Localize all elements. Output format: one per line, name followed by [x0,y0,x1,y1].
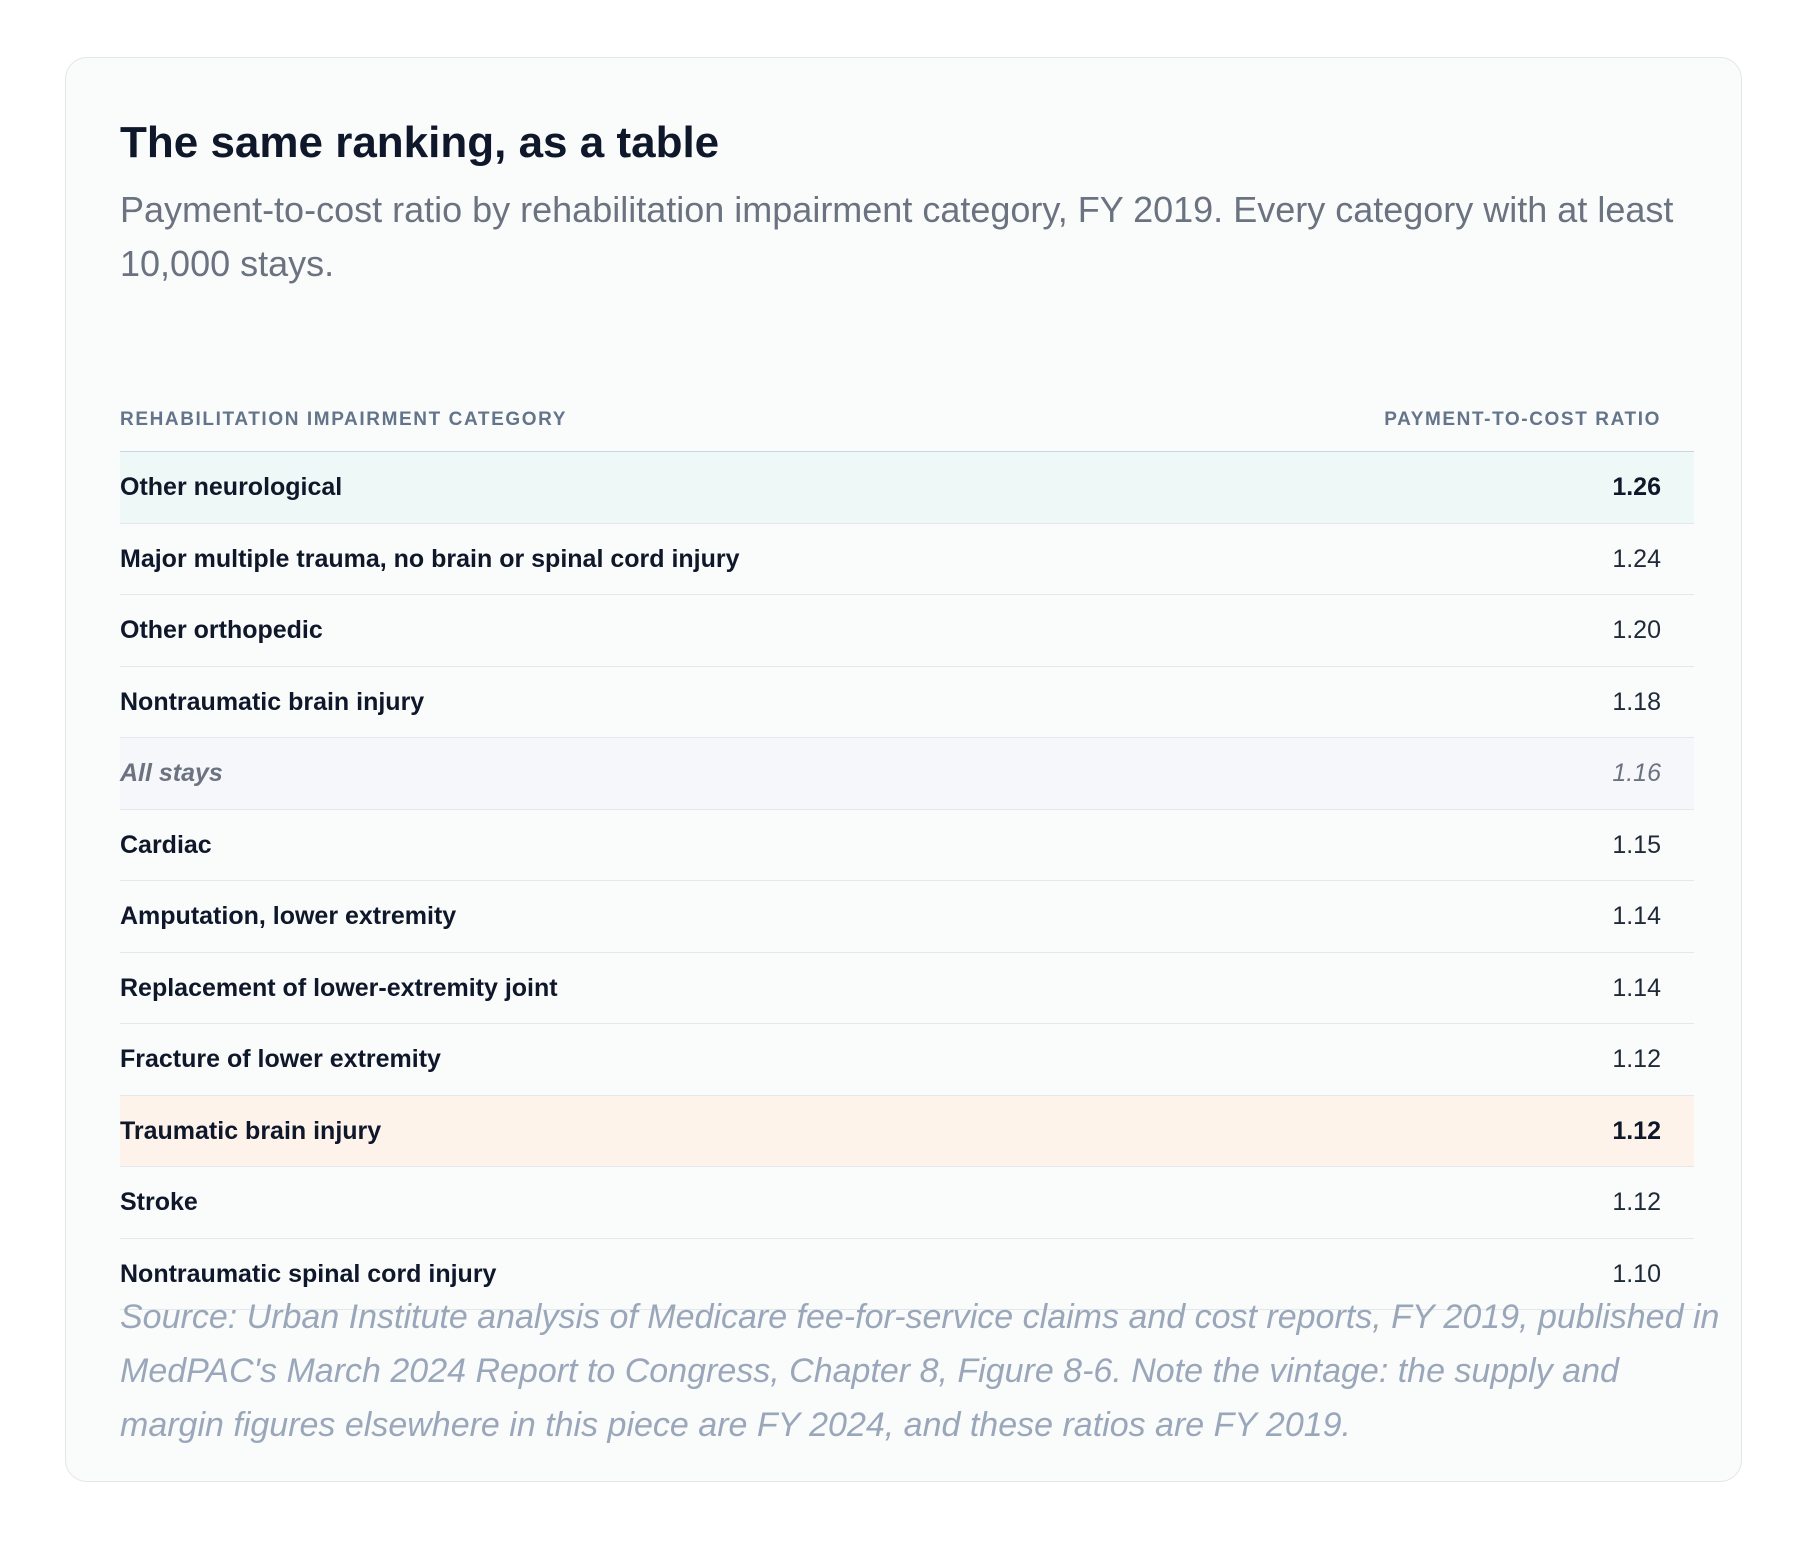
ratio-table: Rehabilitation impairment category Payme… [120,384,1694,1310]
row-ratio: 1.14 [1612,973,1661,1002]
row-ratio: 1.18 [1612,687,1661,716]
table-row: Stroke 1.12 [120,1167,1694,1239]
row-category: Replacement of lower-extremity joint [120,973,558,1002]
row-category: Nontraumatic brain injury [120,687,425,716]
table-row: Nontraumatic spinal cord injury 1.10 [120,1239,1694,1310]
row-category: All stays [120,759,223,787]
table-row-highlighted: Traumatic brain injury 1.12 [120,1095,1694,1167]
row-category: Major multiple trauma, no brain or spina… [120,544,740,573]
table-row: Replacement of lower-extremity joint 1.1… [120,953,1694,1024]
table-row: Cardiac 1.15 [120,810,1694,881]
row-ratio: 1.26 [1612,473,1661,501]
table-card: The same ranking, as a table Payment-to-… [65,57,1742,1482]
row-ratio: 1.14 [1612,902,1661,930]
row-category: Traumatic brain injury [120,1116,382,1145]
table-row: Major multiple trauma, no brain or spina… [120,524,1694,595]
row-category: Cardiac [120,830,212,859]
row-ratio: 1.15 [1612,830,1661,859]
row-ratio: 1.12 [1612,1116,1661,1145]
table-row: Other neurological 1.26 [120,452,1694,524]
table-row-average: All stays 1.16 [120,738,1694,810]
header-ratio: Payment-to-cost ratio [1384,409,1661,430]
table-row: Amputation, lower extremity 1.14 [120,881,1694,953]
row-category: Fracture of lower extremity [120,1045,441,1073]
row-category: Nontraumatic spinal cord injury [120,1259,497,1288]
table-row: Fracture of lower extremity 1.12 [120,1024,1694,1096]
card-subtitle: Payment-to-cost ratio by rehabilitation … [120,189,1674,284]
card-title: The same ranking, as a table [120,118,720,167]
header-category: Rehabilitation impairment category [120,409,568,430]
row-category: Other neurological [120,473,343,501]
table-row: Nontraumatic brain injury 1.18 [120,667,1694,738]
row-ratio: 1.24 [1612,544,1661,573]
row-ratio: 1.10 [1612,1259,1661,1288]
row-ratio: 1.12 [1612,1045,1661,1073]
source-note: Source: Urban Institute analysis of Medi… [120,1298,1720,1444]
row-category: Stroke [120,1188,198,1216]
row-category: Amputation, lower extremity [120,902,457,930]
row-ratio: 1.12 [1612,1188,1661,1216]
row-ratio: 1.20 [1612,616,1661,644]
row-category: Other orthopedic [120,616,323,644]
table-header: Rehabilitation impairment category Payme… [120,384,1694,452]
row-ratio: 1.16 [1612,759,1661,787]
table-row: Other orthopedic 1.20 [120,595,1694,667]
